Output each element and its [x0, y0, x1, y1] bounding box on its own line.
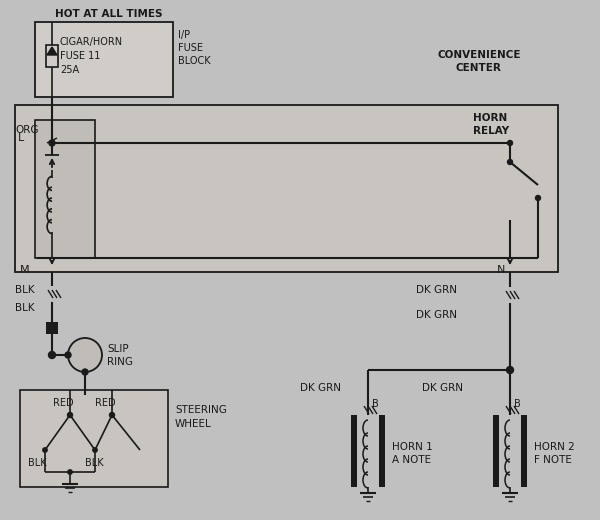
Polygon shape	[47, 47, 57, 55]
Circle shape	[506, 367, 514, 373]
Circle shape	[49, 352, 56, 358]
Text: WHEEL: WHEEL	[175, 419, 212, 429]
Circle shape	[508, 160, 512, 164]
Circle shape	[93, 448, 97, 452]
Bar	[20, 390, 168, 487]
Circle shape	[536, 196, 541, 201]
Text: A NOTE: A NOTE	[392, 455, 431, 465]
Bar	[35, 22, 173, 97]
Text: BLK: BLK	[15, 303, 35, 313]
Text: RING: RING	[107, 357, 133, 367]
Text: RELAY: RELAY	[473, 126, 509, 136]
Bar	[15, 105, 558, 272]
Text: M: M	[20, 265, 29, 275]
Text: HORN 2: HORN 2	[534, 442, 575, 452]
Circle shape	[67, 412, 73, 418]
Circle shape	[43, 448, 47, 452]
Text: BLK: BLK	[28, 458, 47, 468]
Circle shape	[68, 338, 102, 372]
Text: F NOTE: F NOTE	[534, 455, 572, 465]
Text: ORG: ORG	[15, 125, 38, 135]
Circle shape	[82, 369, 88, 375]
Text: 25A: 25A	[60, 65, 79, 75]
Bar	[493, 415, 499, 487]
Bar	[35, 120, 95, 258]
Text: B: B	[514, 399, 521, 409]
Text: DK GRN: DK GRN	[422, 383, 463, 393]
Text: DK GRN: DK GRN	[300, 383, 341, 393]
Text: CENTER: CENTER	[455, 63, 501, 73]
Circle shape	[49, 140, 55, 146]
Circle shape	[508, 140, 512, 146]
Bar	[351, 415, 357, 487]
Text: N: N	[497, 265, 505, 275]
Text: B: B	[372, 399, 379, 409]
Text: HORN: HORN	[473, 113, 507, 123]
Bar	[46, 45, 58, 67]
Text: BLOCK: BLOCK	[178, 56, 211, 66]
Text: RED: RED	[53, 398, 74, 408]
Text: HOT AT ALL TIMES: HOT AT ALL TIMES	[55, 9, 163, 19]
Text: HORN 1: HORN 1	[392, 442, 433, 452]
Text: BLK: BLK	[15, 285, 35, 295]
Text: BLK: BLK	[85, 458, 104, 468]
Bar	[46, 322, 58, 334]
Text: I/P: I/P	[178, 30, 190, 40]
Text: STEERING: STEERING	[175, 405, 227, 415]
Bar	[379, 415, 385, 487]
Text: CONVENIENCE: CONVENIENCE	[437, 50, 521, 60]
Text: CIGAR/HORN: CIGAR/HORN	[60, 37, 123, 47]
Text: SLIP: SLIP	[107, 344, 128, 354]
Circle shape	[68, 470, 72, 474]
Circle shape	[65, 352, 71, 358]
Text: DK GRN: DK GRN	[416, 310, 457, 320]
Circle shape	[110, 412, 115, 418]
Text: DK GRN: DK GRN	[416, 285, 457, 295]
Text: FUSE: FUSE	[178, 43, 203, 53]
Text: RED: RED	[95, 398, 116, 408]
Bar	[521, 415, 527, 487]
Text: FUSE 11: FUSE 11	[60, 51, 100, 61]
Text: L: L	[18, 133, 24, 143]
